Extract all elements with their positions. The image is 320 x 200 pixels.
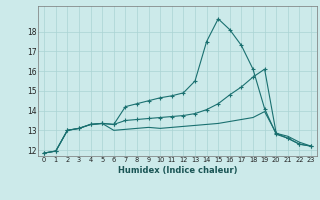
X-axis label: Humidex (Indice chaleur): Humidex (Indice chaleur) [118, 166, 237, 175]
